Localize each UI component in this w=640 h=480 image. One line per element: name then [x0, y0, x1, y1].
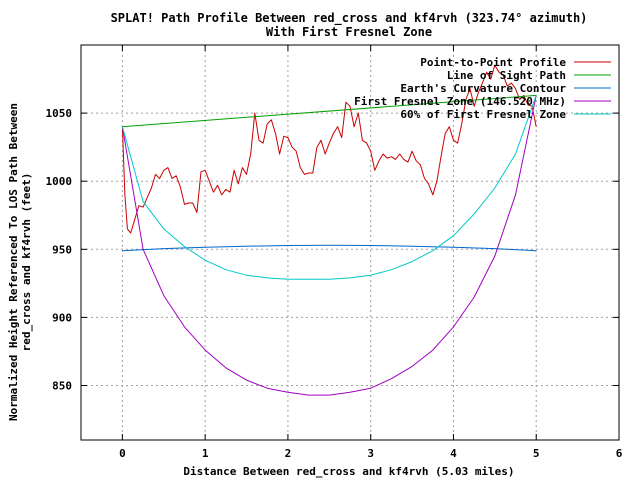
legend-label-point-to-point-profile: Point-to-Point Profile: [420, 56, 566, 69]
plot-frame: [80, 44, 620, 441]
y-tick-label: 1050: [46, 107, 73, 120]
y-axis-label-line-1: Normalized Height Referenced To LOS Path…: [7, 103, 20, 421]
x-tick-label: 5: [533, 447, 540, 460]
x-tick-label: 6: [616, 447, 623, 460]
series-line-first-fresnel-zone-146-520-mhz: [121, 95, 537, 396]
series-lines: [121, 64, 537, 396]
chart-title: SPLAT! Path Profile Between red_cross an…: [111, 11, 588, 26]
legend-label-earth-s-curvature-contour: Earth's Curvature Contour: [400, 82, 566, 95]
legend-label-60-of-first-fresnel-zone: 60% of First Fresnel Zone: [400, 108, 566, 121]
y-axis-ticks: 850 900 950 1000 1050: [46, 107, 619, 393]
series-line-60-of-first-fresnel-zone: [121, 95, 537, 280]
legend-label-first-fresnel-zone-146-520-mhz: First Fresnel Zone (146.520 MHz): [354, 95, 566, 108]
y-tick-label: 950: [52, 243, 72, 256]
x-tick-label: 3: [367, 447, 374, 460]
y-tick-label: 900: [52, 311, 72, 324]
x-tick-label: 4: [450, 447, 457, 460]
x-tick-label: 0: [119, 447, 126, 460]
x-tick-label: 1: [202, 447, 209, 460]
y-tick-label: 1000: [46, 175, 73, 188]
series-line-point-to-point-profile: [121, 64, 537, 234]
series-line-line-of-sight-path: [122, 94, 537, 128]
y-tick-label: 850: [52, 380, 72, 393]
x-tick-label: 2: [285, 447, 292, 460]
x-axis-label: Distance Between red_cross and kf4rvh (5…: [183, 465, 514, 478]
series-line-earth-s-curvature-contour: [122, 244, 537, 252]
legend-label-line-of-sight-path: Line of Sight Path: [447, 69, 566, 82]
y-axis-label-line-2: red_cross and kf4rvh (feet): [20, 173, 33, 352]
chart-subtitle: With First Fresnel Zone: [266, 25, 432, 39]
x-axis-ticks: 0 1 2 3 4 5 6: [119, 45, 623, 460]
